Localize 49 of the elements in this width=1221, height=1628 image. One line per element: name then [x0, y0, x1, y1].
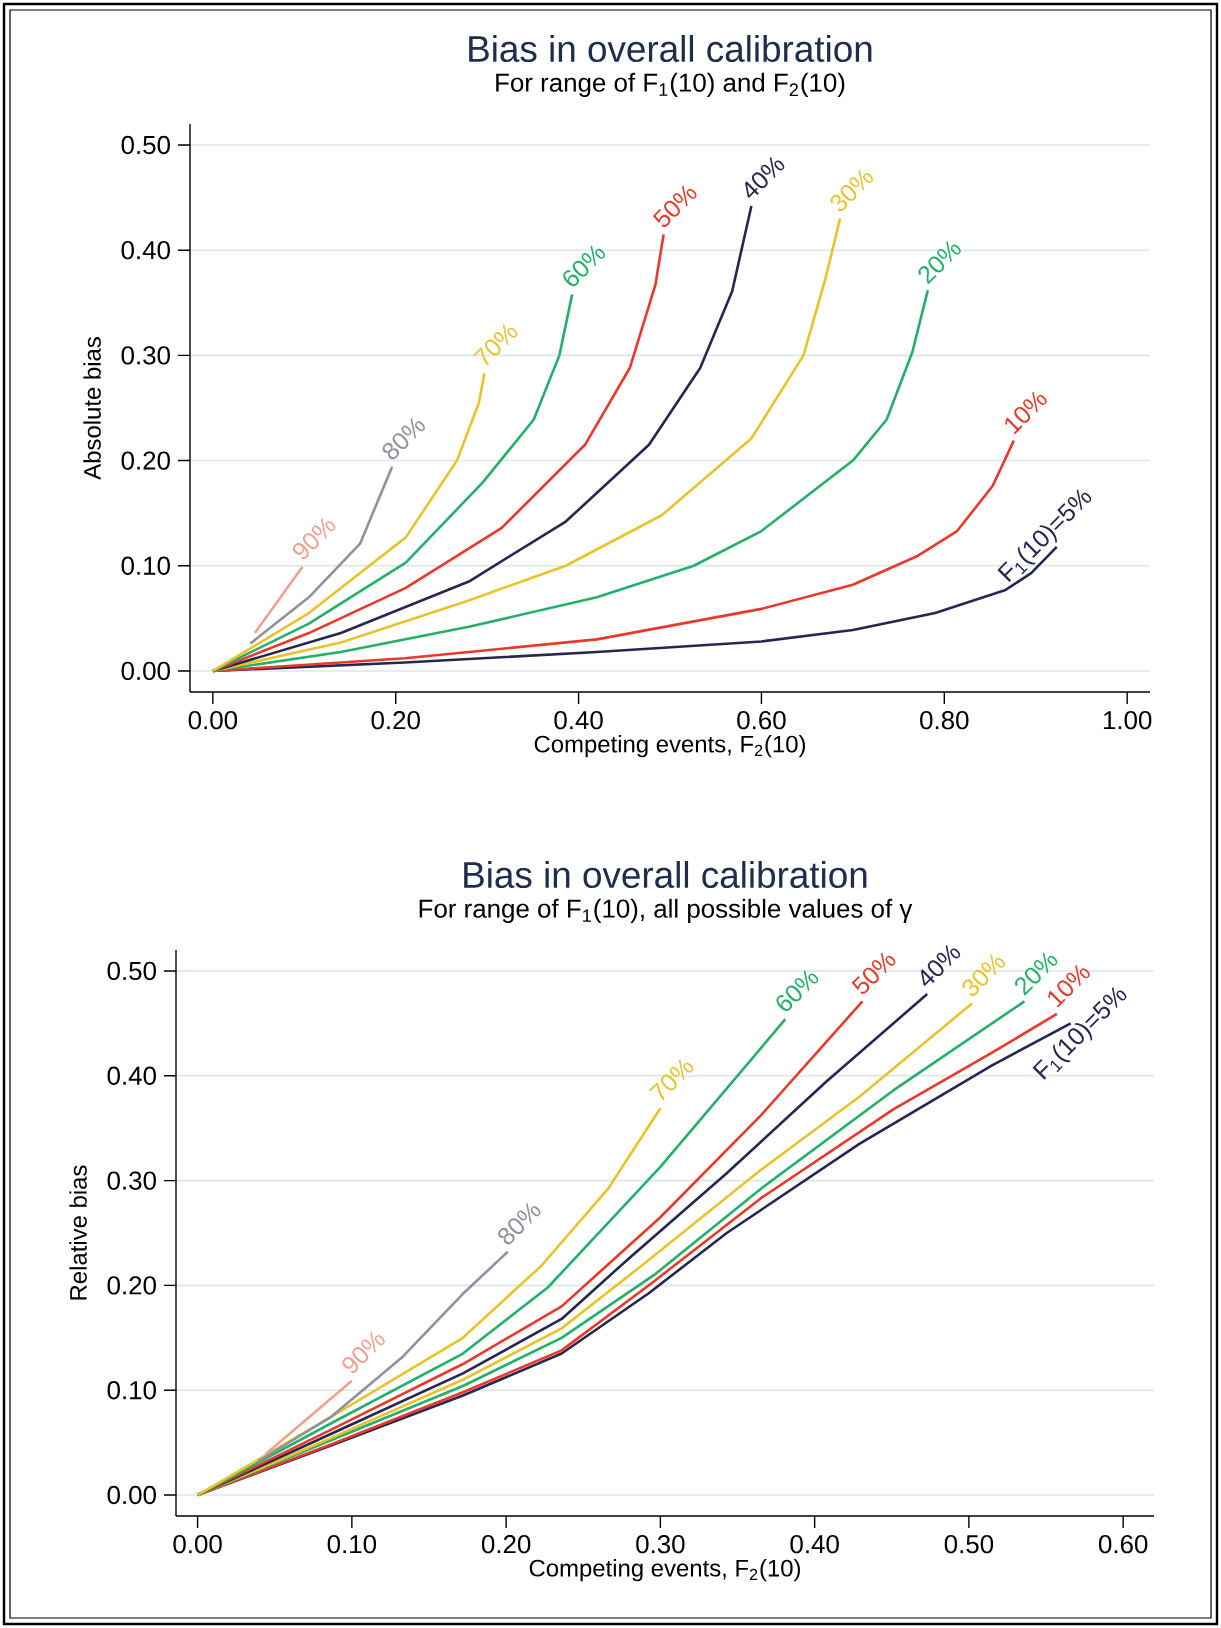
y-tick-label: 0.50 [121, 135, 170, 155]
y-tick-label: 0.20 [107, 1276, 156, 1295]
text: 30% [830, 169, 873, 212]
x-tick-label: 0.20 [371, 711, 420, 730]
y-axis-title: Absolute bias [83, 337, 101, 480]
text: 90% [342, 1331, 385, 1374]
chart-subtitle: For range of F$_{1}$(10), all possible values of γ [419, 898, 913, 923]
chart-subtitle: For range of F$_{1}$(10) and F$_{2}$(10) [496, 72, 845, 97]
text: 30% [962, 954, 1005, 996]
text: 80% [382, 417, 425, 460]
x-tick-label: 1.00 [1103, 711, 1152, 730]
y-tick-label: 0.40 [121, 241, 170, 260]
y-axis-title: Relative bias [69, 1165, 87, 1300]
x-axis-title: Competing events, F$_{2}$(10) [529, 1559, 800, 1582]
y-tick-label: 0.40 [107, 1066, 156, 1085]
x-tick-label: 0.00 [188, 711, 238, 730]
x-tick-label: 0.80 [920, 711, 969, 730]
x-tick-label: 0.40 [554, 711, 603, 730]
x-axis-title: Competing events, F$_{2}$(10) [534, 735, 805, 758]
text: 50% [652, 185, 697, 227]
text: 80% [498, 1202, 541, 1245]
y-tick-label: 0.20 [121, 451, 170, 470]
y-tick-label: 0.30 [121, 346, 170, 365]
x-tick-label: 0.40 [790, 1535, 839, 1554]
text: 70% [473, 324, 518, 366]
text: 60% [776, 970, 819, 1011]
x-tick-label: 0.20 [481, 1535, 531, 1554]
y-tick-label: 0.00 [121, 661, 170, 681]
y-tick-label: 0.10 [107, 1381, 156, 1400]
text: 50% [851, 952, 896, 994]
text: 40% [920, 944, 961, 986]
chart-title: Bias in overall calibration [464, 860, 867, 889]
text: 70% [649, 1059, 694, 1101]
x-tick-label: 0.60 [1098, 1535, 1148, 1554]
line-series [256, 1250, 509, 1463]
chart-title: Bias in overall calibration [469, 34, 872, 63]
text: 40% [745, 156, 785, 198]
x-tick-label: 0.10 [327, 1535, 377, 1554]
y-tick-label: 0.50 [107, 961, 156, 981]
text: 90% [292, 517, 336, 560]
y-tick-label: 0.10 [121, 556, 170, 575]
x-tick-label: 0.50 [944, 1535, 994, 1554]
y-tick-label: 0.00 [107, 1485, 156, 1505]
line-series [249, 465, 394, 645]
x-tick-label: 0.60 [737, 711, 786, 730]
x-tick-label: 0.30 [636, 1535, 685, 1554]
y-tick-label: 0.30 [107, 1171, 156, 1190]
text: 60% [563, 245, 606, 287]
x-tick-label: 0.00 [173, 1535, 222, 1554]
